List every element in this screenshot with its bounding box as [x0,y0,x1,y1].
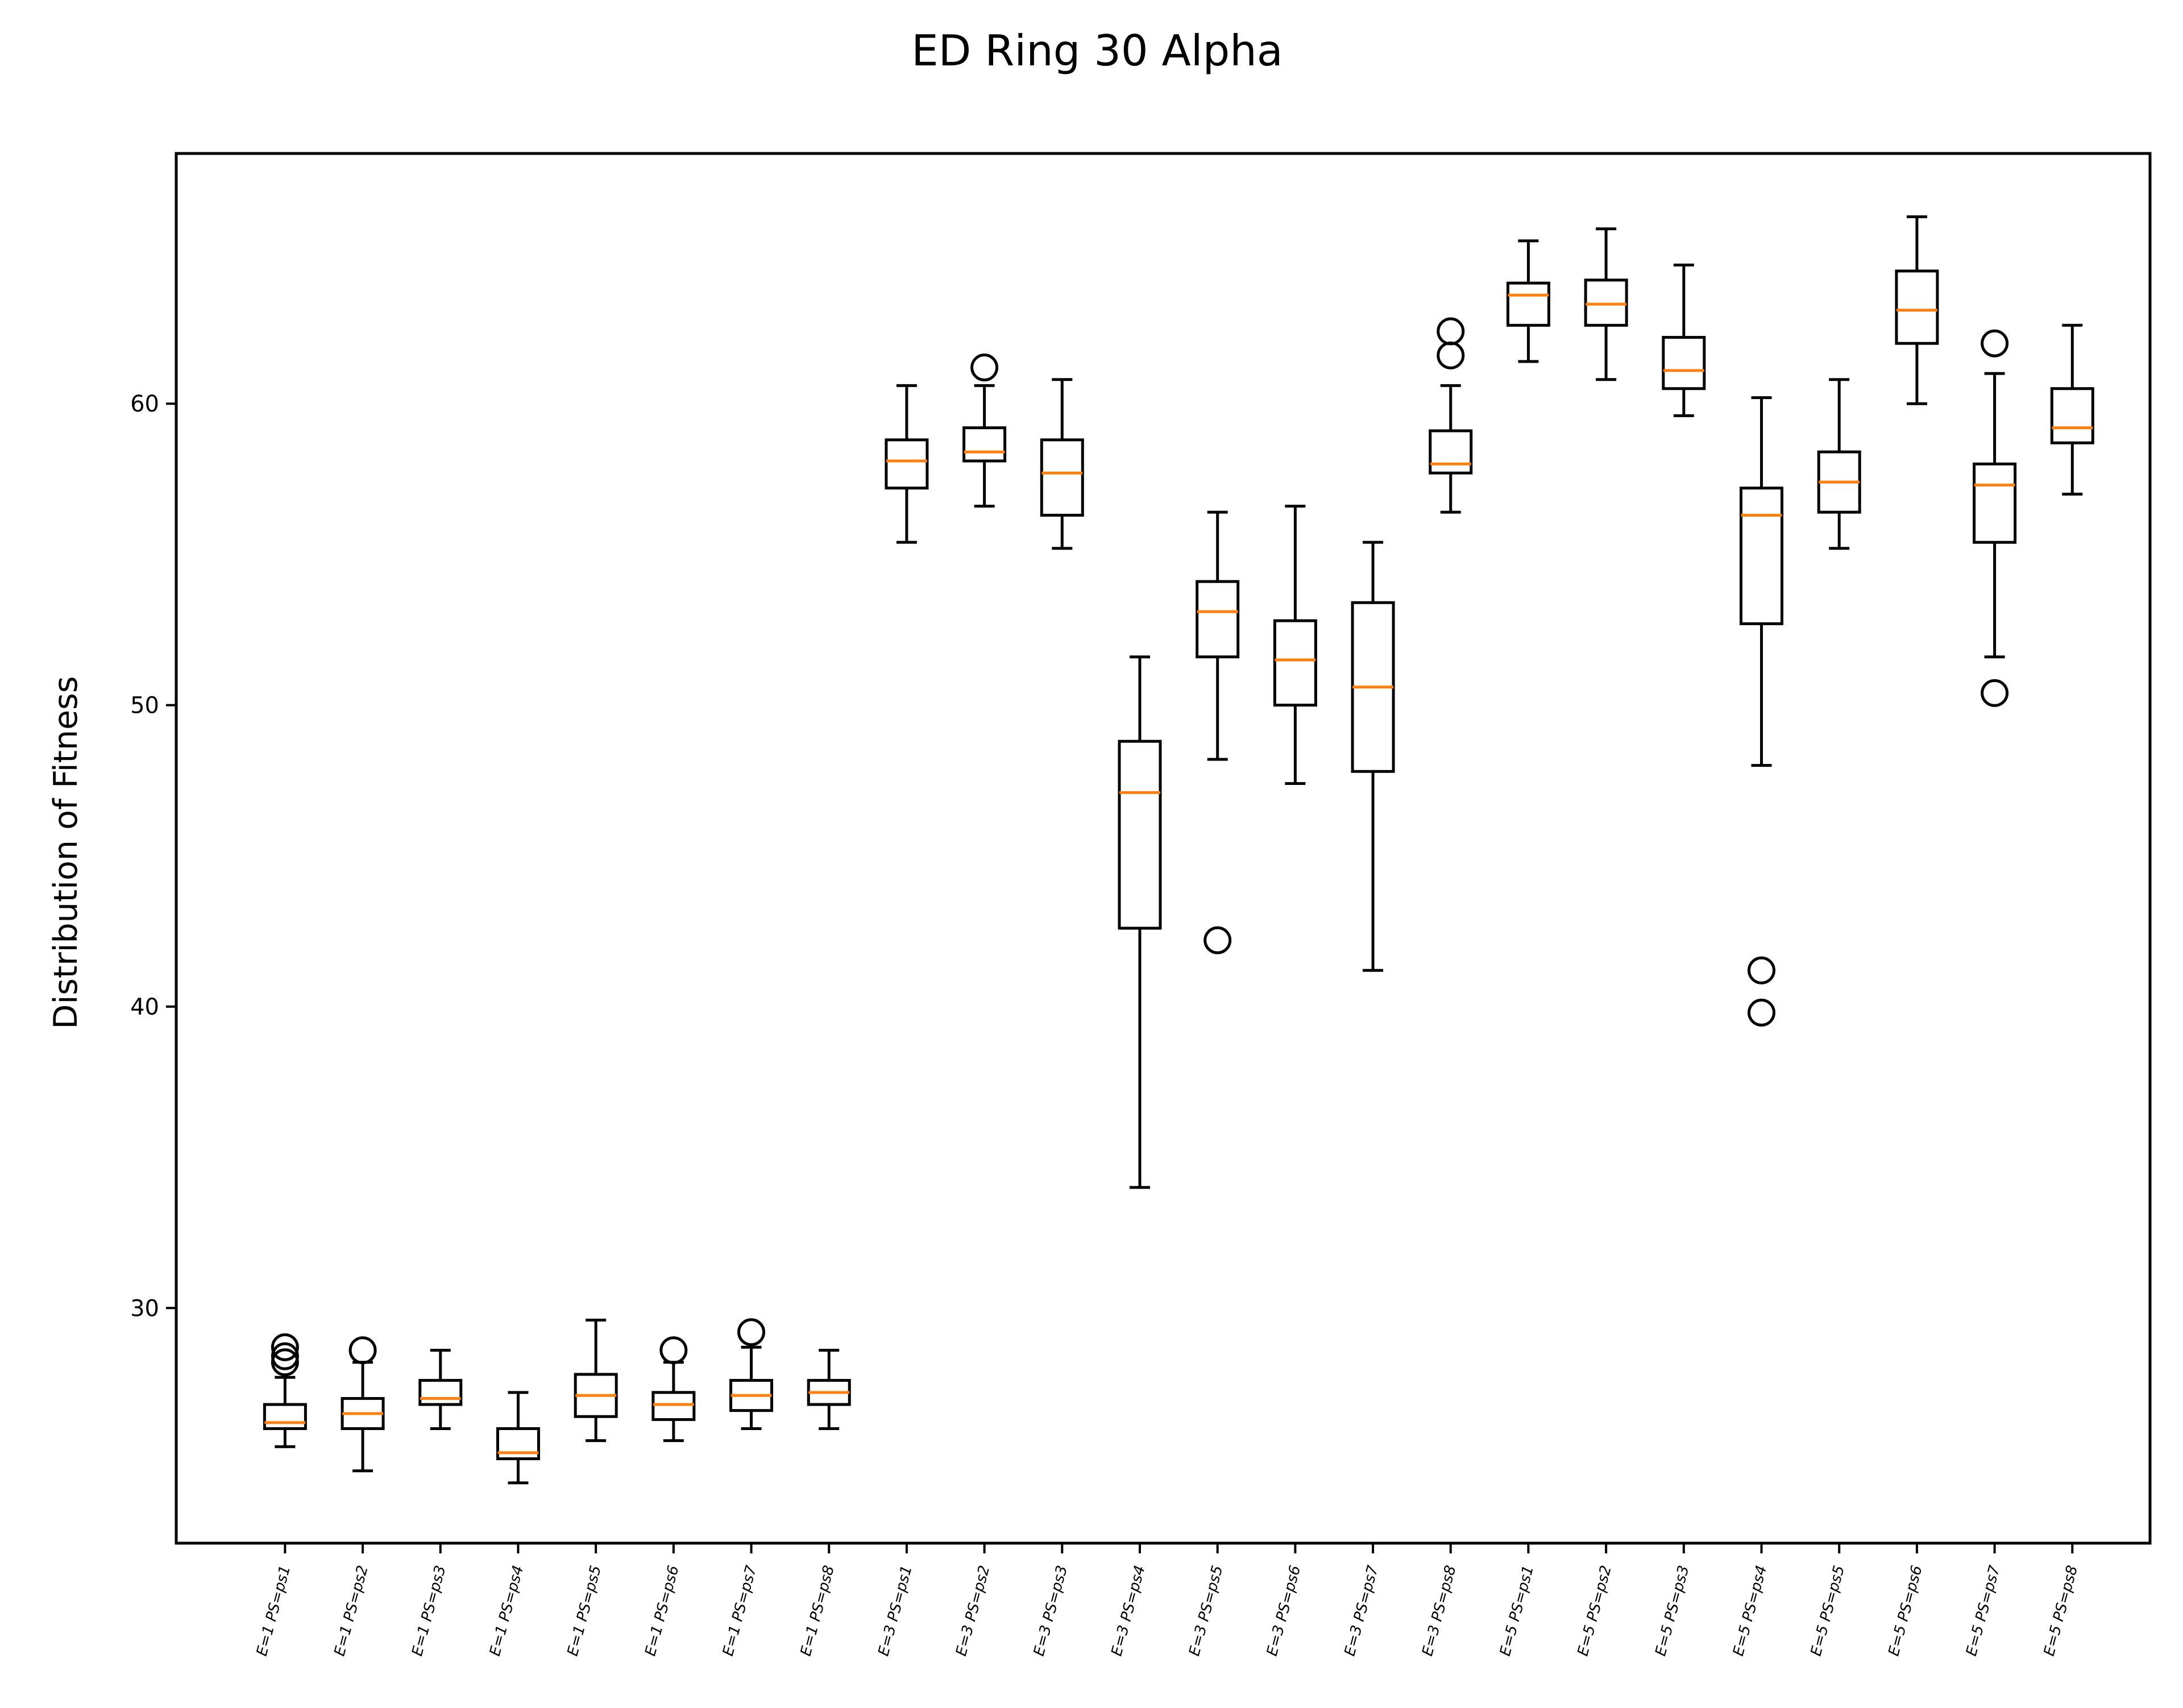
box-group [1196,510,1240,954]
flier-point [1981,329,2009,358]
y-axis-label: Distribution of Fitness [47,676,85,1029]
box-group [1118,655,1162,1189]
box-rect [1429,429,1473,475]
box-group [263,1333,307,1448]
box-group [1506,239,1550,363]
box-rect [263,1403,307,1430]
box-rect [1973,462,2017,544]
box-group [1817,378,1861,550]
x-tick-label: E=5 PS=ps4 [1730,1564,1770,1658]
axes-frame [175,152,2152,1545]
box-group [341,1336,385,1473]
box-group [418,1349,463,1430]
box-group [1740,396,1784,1027]
x-tick-label: E=3 PS=ps1 [875,1564,915,1658]
box-rect [1273,619,1317,707]
y-tick-label: 60 [130,391,159,417]
x-tick-label: E=3 PS=ps4 [1108,1564,1148,1658]
x-tick-label: E=5 PS=ps6 [1885,1564,1925,1658]
box-rect [2050,387,2094,444]
flier-point [1203,926,1232,954]
box-group [651,1336,696,1443]
box-group [1584,227,1628,381]
y-tick-label: 50 [130,693,159,719]
flier-point [348,1336,377,1365]
x-tick-label: E=5 PS=ps1 [1497,1564,1537,1658]
x-tick-label: E=1 PS=ps8 [798,1564,838,1658]
box-group [496,1391,540,1485]
box-rect [1584,279,1628,327]
flier-point [1437,317,1465,346]
flier-point [1981,679,2009,707]
box-rect [496,1427,540,1460]
x-tick-label: E=3 PS=ps6 [1264,1564,1304,1658]
x-tick-label: E=3 PS=ps7 [1342,1564,1382,1658]
x-tick-label: E=3 PS=ps8 [1419,1564,1459,1658]
box-group [1040,378,1084,550]
flier-point [970,354,999,382]
box-rect [1506,281,1550,327]
box-rect [1895,269,1939,345]
x-tick-label: E=5 PS=ps2 [1575,1564,1615,1658]
x-tick-label: E=5 PS=ps8 [2041,1564,2081,1658]
box-group [885,384,929,544]
x-tick-label: E=1 PS=ps3 [409,1564,449,1658]
box-rect [1662,336,1706,390]
box-group [1895,215,1939,405]
box-rect [885,438,929,490]
x-tick-label: E=1 PS=ps2 [331,1564,372,1658]
x-tick-label: E=5 PS=ps5 [1808,1564,1848,1658]
box-group [1273,505,1317,785]
y-tick-label: 40 [130,994,159,1020]
box-group [807,1349,851,1430]
x-tick-label: E=5 PS=ps3 [1652,1564,1692,1658]
x-tick-label: E=3 PS=ps5 [1186,1564,1226,1658]
y-axis: 30 40 50 60 [130,391,176,1321]
box-group [1351,541,1395,972]
y-tick-label: 30 [130,1295,159,1321]
box-group [1662,263,1706,417]
x-tick-label: E=1 PS=ps4 [487,1564,527,1658]
x-tick-label: E=1 PS=ps1 [254,1564,294,1658]
x-tick-label: E=3 PS=ps3 [1031,1564,1071,1658]
box-group [2050,323,2094,496]
box-rect [418,1379,463,1406]
box-group [1973,329,2017,707]
flier-point [1748,956,1776,984]
x-tick-label: E=1 PS=ps6 [642,1564,682,1658]
flier-point [1748,999,1776,1027]
box-group [729,1318,774,1430]
box-group [1429,317,1473,514]
flier-point [271,1342,299,1370]
flier-point [271,1348,299,1377]
box-rect [1196,580,1240,659]
x-tick-label: E=1 PS=ps5 [565,1564,605,1658]
box-rect [962,426,1007,463]
flier-point [1437,341,1465,369]
flier-point [271,1333,299,1361]
x-tick-label: E=1 PS=ps7 [720,1564,760,1658]
box-rect [1740,487,1784,625]
chart-title: ED Ring 30 Alpha [911,26,1283,76]
flier-point [659,1336,688,1365]
x-tick-label: E=5 PS=ps7 [1963,1564,2003,1658]
box-rect [651,1391,696,1422]
x-axis: E=1 PS=ps1 E=1 PS=ps2 E=1 PS=ps3 E=1 PS=ps4… [254,1543,2081,1658]
box-rect [1118,739,1162,930]
box-group [574,1319,618,1443]
x-tick-label: E=3 PS=ps2 [953,1564,993,1658]
plot-area [263,215,2094,1485]
box-group [962,354,1007,508]
flier-point [737,1318,766,1347]
box-rect [1040,438,1084,517]
